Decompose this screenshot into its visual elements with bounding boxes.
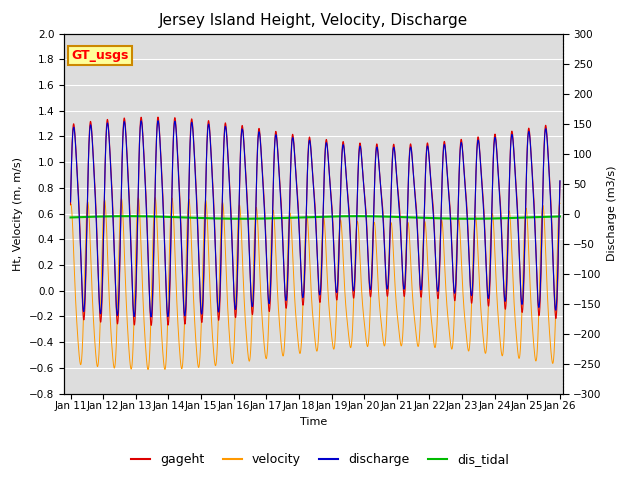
Title: Jersey Island Height, Velocity, Discharge: Jersey Island Height, Velocity, Discharg… — [159, 13, 468, 28]
Text: GT_usgs: GT_usgs — [72, 49, 129, 62]
Legend: gageht, velocity, discharge, dis_tidal: gageht, velocity, discharge, dis_tidal — [126, 448, 514, 471]
X-axis label: Time: Time — [300, 417, 327, 427]
Y-axis label: Ht, Velocity (m, m/s): Ht, Velocity (m, m/s) — [13, 156, 24, 271]
Y-axis label: Discharge (m3/s): Discharge (m3/s) — [607, 166, 617, 261]
